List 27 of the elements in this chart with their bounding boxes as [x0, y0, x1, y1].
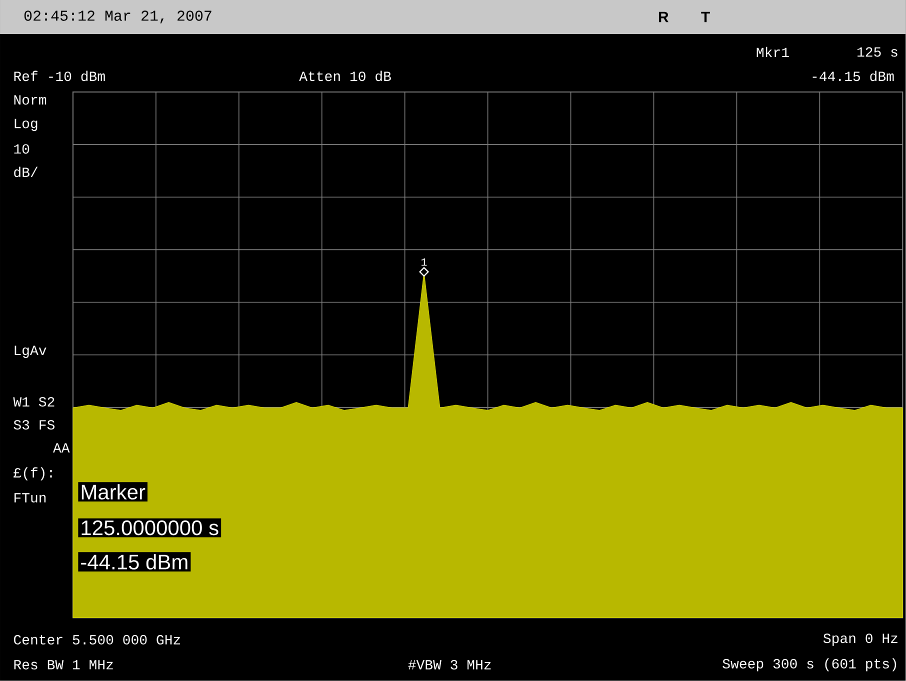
text: -44.15 dBm [812, 70, 894, 82]
text: dB/ [14, 166, 38, 178]
text: #VBW 3 MHz [408, 660, 491, 670]
text: AA [52, 443, 70, 453]
text: R [658, 12, 668, 22]
text: Atten 10 dB [299, 70, 391, 82]
text: W1 S2 [13, 397, 54, 407]
text: 125 s [858, 47, 898, 57]
text: Norm [14, 95, 46, 105]
text: Mkr1 [756, 47, 789, 58]
text: Sweep 300 s (601 pts) [722, 658, 896, 672]
annotation: -44.15 dBm [81, 554, 188, 570]
text: 10 [14, 144, 30, 154]
chart-title: 02:45:12 Mar 21, 2007 [24, 10, 212, 24]
text: T [701, 12, 710, 22]
text: Res BW 1 MHz [14, 660, 113, 670]
text: Ref -10 dBm [14, 70, 105, 82]
text: Log [14, 119, 38, 132]
text: LgAv [14, 346, 46, 358]
annotation: Marker [82, 484, 146, 500]
text: Center 5.500 000 GHz [14, 635, 180, 645]
text: S3 FS [14, 420, 54, 430]
text: £(f): [14, 467, 52, 480]
annotation: 125.0000000 s [82, 520, 218, 536]
text: 1 [422, 258, 427, 266]
text: Span 0 Hz [823, 634, 898, 646]
text: FTun [14, 493, 46, 503]
